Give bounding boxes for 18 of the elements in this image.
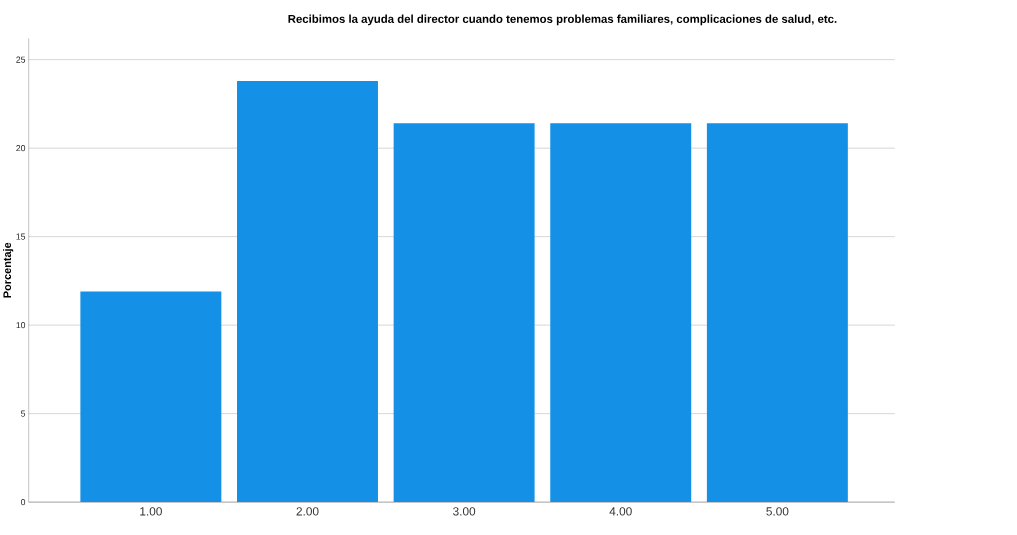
y-tick-label: 5	[21, 410, 26, 417]
bar	[550, 123, 692, 503]
y-tick-label: 10	[16, 322, 26, 329]
chart-title: Recibimos la ayuda del director cuando tenemos problemas familiares, complicaciones de salud, etc.	[288, 14, 837, 26]
y-tick-label: 15	[16, 233, 26, 240]
bar	[393, 123, 535, 503]
bar	[237, 80, 378, 503]
y-tick-label: 0	[21, 499, 26, 506]
x-tick-label: 4.00	[609, 507, 632, 516]
y-axis-title: Porcentaje	[3, 242, 14, 298]
y-tick-label: 25	[16, 56, 26, 63]
x-tick-label: 2.00	[296, 507, 319, 516]
x-tick-label: 3.00	[453, 507, 476, 516]
bar	[80, 291, 222, 503]
x-tick-label: 1.00	[140, 507, 162, 516]
bar	[706, 123, 848, 503]
y-tick-label: 20	[16, 145, 26, 152]
x-tick-label: 5.00	[766, 507, 789, 516]
